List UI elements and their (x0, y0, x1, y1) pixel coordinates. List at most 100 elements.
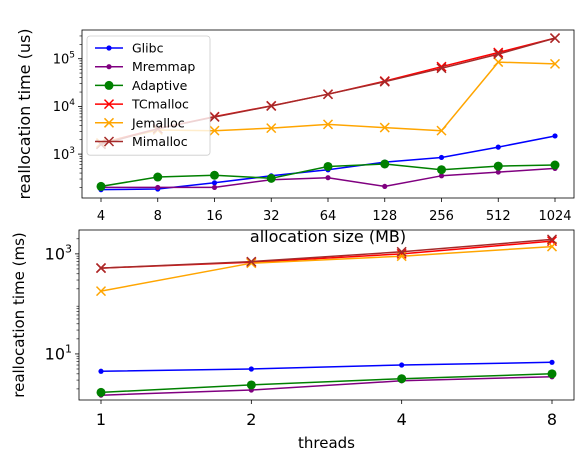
y-tick-label: 105 (53, 51, 75, 68)
data-point-mimalloc-stroke-b (436, 63, 447, 74)
data-point-adaptive (493, 161, 503, 171)
data-point-jemalloc (396, 251, 407, 262)
x-tick-label: 32 (263, 209, 280, 224)
legend-marker-jemalloc (103, 117, 115, 128)
y-tick-exponent: 3 (69, 146, 75, 156)
data-point-mimalloc-stroke-b (379, 76, 390, 87)
data-point-jemalloc-stroke-b (549, 58, 561, 69)
legend-label: Mremmap (132, 59, 195, 74)
x-tick-label: 128 (372, 209, 397, 224)
series-line-jemalloc (100, 245, 553, 292)
data-point-mimalloc-stroke-b (95, 263, 107, 274)
data-point-mimalloc-stroke-b (493, 49, 504, 60)
data-point-mremmap (382, 183, 388, 190)
data-point-adaptive (547, 369, 557, 379)
y-tick-base: 10 (45, 245, 65, 264)
x-tick-label: 1024 (538, 209, 571, 224)
data-point-mimalloc (493, 49, 504, 60)
legend-marker-mimalloc-stroke-b (103, 136, 115, 147)
data-point-jemalloc-stroke-b (436, 125, 447, 136)
data-point-mimalloc (95, 263, 107, 274)
legend-label: Glibc (132, 41, 164, 56)
legend-marker-tcmalloc-stroke-b (103, 99, 115, 110)
data-point-jemalloc (493, 57, 504, 68)
x-tick-label: 64 (320, 209, 337, 224)
series-line-mimalloc (100, 238, 553, 269)
data-point-adaptive (380, 159, 390, 169)
x-tick-label: 16 (206, 209, 223, 224)
y-tick-base: 10 (45, 345, 65, 364)
data-point-mimalloc-stroke-b (546, 234, 558, 245)
data-point-mremmap (495, 169, 501, 175)
y-tick-exponent: 3 (65, 242, 72, 255)
data-point-jemalloc-stroke-b (379, 122, 390, 133)
data-point-glibc (399, 362, 405, 368)
legend-marker-mimalloc (103, 136, 115, 147)
legend-item-adaptive: Adaptive (95, 78, 188, 93)
data-point-glibc (98, 368, 104, 374)
data-point-mimalloc (266, 100, 277, 112)
x-tick-label: 8 (547, 410, 557, 429)
legend-marker-glibc (106, 45, 112, 51)
x-tick-label: 8 (154, 209, 162, 224)
y-tick-exponent: 1 (65, 342, 72, 355)
data-point-mremmap (211, 184, 218, 191)
data-point-jemalloc (546, 241, 558, 252)
data-point-mimalloc (436, 63, 447, 74)
data-point-glibc (248, 366, 254, 372)
legend: Glibc Mremmap Adaptive TCmalloc Jemalloc Mima… (86, 35, 211, 156)
data-point-mimalloc-stroke-b (322, 89, 334, 100)
data-point-jemalloc (322, 119, 334, 130)
data-point-mimalloc-stroke-b (266, 100, 277, 112)
plot-frame (78, 229, 575, 401)
data-point-jemalloc-stroke-b (209, 125, 220, 136)
data-point-mremmap (155, 184, 161, 191)
data-point-jemalloc-stroke-b (493, 57, 504, 68)
data-point-mimalloc (246, 256, 257, 267)
series-jemalloc (95, 241, 558, 297)
data-point-mimalloc-stroke-b (396, 246, 407, 257)
y-tick-base: 10 (53, 100, 70, 115)
y-tick-label: 104 (53, 98, 76, 115)
series-line-glibc (100, 361, 553, 373)
y-tick-exponent: 4 (69, 98, 75, 108)
y-axis-label: reallocation time (ms) (10, 232, 28, 398)
legend-item-mimalloc: Mimalloc (95, 134, 188, 149)
data-point-glibc (552, 133, 558, 139)
data-point-jemalloc-stroke-b (246, 258, 257, 269)
legend-item-jemalloc: Jemalloc (95, 115, 185, 130)
data-point-mremmap (438, 173, 445, 179)
data-point-glibc (549, 359, 555, 365)
legend-label: TCmalloc (131, 97, 189, 112)
data-point-adaptive (323, 161, 333, 171)
data-point-mimalloc (396, 246, 407, 257)
legend-item-tcmalloc: TCmalloc (95, 97, 189, 112)
data-point-adaptive (153, 172, 163, 182)
data-point-jemalloc (95, 286, 107, 297)
data-point-adaptive (246, 380, 256, 390)
data-point-jemalloc (379, 122, 390, 133)
data-point-adaptive (96, 387, 106, 397)
x-tick-label: 512 (486, 209, 511, 224)
data-point-jemalloc (246, 258, 257, 269)
y-tick-label: 103 (53, 146, 75, 163)
data-point-mimalloc (322, 89, 334, 100)
legend-label: Jemalloc (131, 115, 185, 130)
y-tick-base: 10 (53, 148, 70, 163)
data-point-adaptive (550, 160, 560, 170)
y-tick-base: 10 (53, 52, 70, 67)
series-glibc (98, 359, 555, 374)
data-point-adaptive (210, 170, 219, 180)
x-tick-label: 1 (96, 410, 106, 429)
legend-item-mremmap: Mremmap (95, 59, 195, 74)
x-tick-label: 4 (97, 209, 105, 224)
data-point-glibc (211, 180, 218, 186)
data-point-mimalloc-stroke-b (209, 111, 220, 123)
legend-marker-jemalloc-stroke-b (103, 117, 115, 128)
series-adaptive (96, 369, 557, 397)
data-point-mimalloc-stroke-b (549, 33, 561, 44)
data-point-jemalloc-stroke-b (546, 241, 558, 252)
x-axis-label: threads (298, 434, 355, 452)
data-point-mimalloc-stroke-b (246, 256, 257, 267)
